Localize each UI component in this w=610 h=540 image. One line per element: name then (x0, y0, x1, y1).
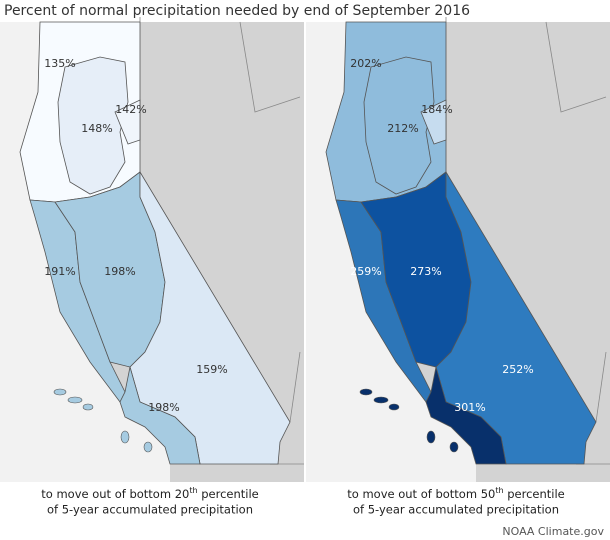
caption-text: to move out of bottom 20 (41, 487, 189, 501)
state-border (289, 351, 301, 423)
island (120, 430, 130, 444)
caption-line: of 5-year accumulated precipitation (353, 503, 559, 517)
region-label: 191% (44, 265, 75, 278)
title: Percent of normal precipitation needed b… (4, 3, 470, 19)
island (67, 396, 83, 404)
caption-text: percentile (504, 487, 565, 501)
region-label: 198% (148, 401, 179, 414)
region-label: 252% (502, 363, 533, 376)
region-label: 142% (115, 103, 146, 116)
state-border (595, 351, 607, 423)
region-label: 202% (350, 57, 381, 70)
state-border (239, 21, 301, 113)
region-label: 184% (421, 103, 452, 116)
caption-line: of 5-year accumulated precipitation (47, 503, 253, 517)
region (119, 366, 201, 465)
region-label: 273% (410, 265, 441, 278)
island (426, 430, 436, 444)
region-label: 135% (44, 57, 75, 70)
region (363, 56, 435, 195)
region-label: 198% (104, 265, 135, 278)
caption-superscript: th (495, 486, 503, 495)
ocean (0, 22, 170, 482)
region (420, 99, 447, 145)
state-border (545, 21, 607, 113)
region-label: 212% (387, 122, 418, 135)
region-label: 159% (196, 363, 227, 376)
map-panel: 202% 212%184% 259% 273% 252% 301% (306, 17, 610, 482)
region (57, 56, 129, 195)
region-label: 259% (350, 265, 381, 278)
caption-line: to move out of bottom 20th percentile (41, 486, 258, 501)
caption-superscript: th (189, 486, 197, 495)
island (53, 388, 67, 396)
island (388, 403, 400, 411)
map-panel: 135% 148%142% 191% 198% 159% 198% (0, 17, 304, 482)
caption-text: to move out of bottom 50 (347, 487, 495, 501)
caption-line: to move out of bottom 50th percentile (347, 486, 564, 501)
island (143, 441, 153, 453)
region-label: 148% (81, 122, 112, 135)
credit: NOAA Climate.gov (502, 525, 604, 538)
ocean (306, 22, 476, 482)
region (114, 99, 141, 145)
region-label: 301% (454, 401, 485, 414)
island (359, 388, 373, 396)
island (373, 396, 389, 404)
island (82, 403, 94, 411)
caption-text: percentile (198, 487, 259, 501)
island (449, 441, 459, 453)
region (425, 366, 507, 465)
